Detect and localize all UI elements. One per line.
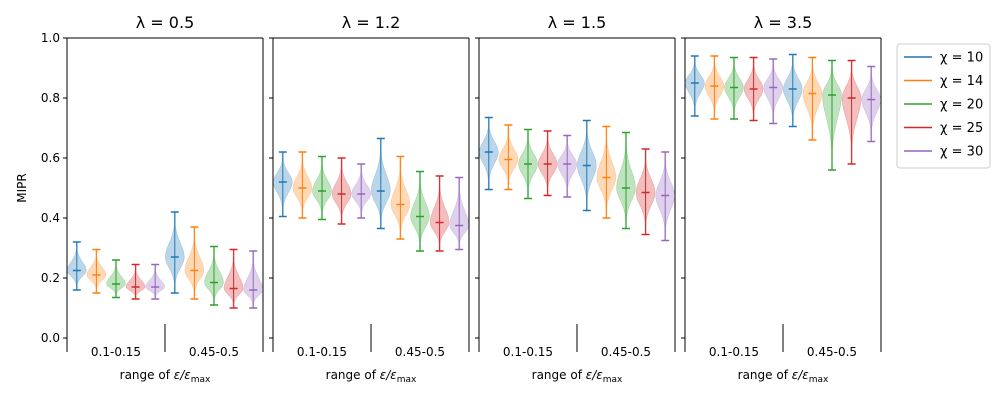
violin — [145, 263, 165, 300]
violin — [841, 59, 862, 165]
violin — [449, 176, 469, 251]
y-tick-label: 0.4 — [41, 211, 60, 225]
violin — [184, 226, 205, 300]
x-category-label: 0.1-0.15 — [297, 345, 347, 359]
violin — [724, 56, 744, 120]
x-category-label: 0.1-0.15 — [709, 345, 759, 359]
violin — [410, 170, 430, 252]
violin — [861, 65, 881, 143]
violin — [165, 211, 185, 294]
violin — [125, 263, 146, 300]
y-tick-label: 0.2 — [41, 271, 60, 285]
legend-label: χ = 25 — [940, 121, 983, 136]
violin — [802, 56, 823, 141]
x-category-label: 0.45-0.5 — [189, 345, 239, 359]
violin — [783, 53, 803, 128]
legend-label: χ = 30 — [940, 145, 983, 160]
violin — [67, 241, 87, 291]
x-category-label: 0.1-0.15 — [503, 345, 553, 359]
violin — [331, 157, 352, 225]
violin — [655, 151, 675, 242]
violin — [763, 58, 783, 125]
legend-item: χ = 25 — [904, 121, 983, 136]
violin — [390, 155, 411, 240]
violin — [243, 250, 263, 309]
violin — [106, 259, 126, 299]
violin — [635, 148, 656, 236]
violin — [429, 175, 450, 252]
violin — [685, 55, 705, 117]
panel-title: λ = 1.2 — [342, 13, 401, 32]
chart-panels: λ = 0.5 0.0 0.2 0.4 0.6 0.8 1.0 0.1-0.15 0.45-0.… — [41, 13, 882, 385]
violin — [204, 245, 224, 306]
violin — [371, 137, 391, 230]
y-tick-label: 1.0 — [41, 31, 60, 45]
violin — [351, 163, 371, 219]
legend-label: χ = 20 — [940, 98, 983, 113]
x-axis-label: range of ε/εmax — [532, 368, 623, 385]
violin — [312, 155, 332, 221]
panel-4: λ = 3.5 0.1-0.15 0.45-0.5 range of ε/εmax — [681, 13, 882, 385]
violin — [223, 248, 244, 309]
panel-title: λ = 3.5 — [754, 13, 813, 32]
x-axis-label: range of ε/εmax — [120, 368, 211, 385]
legend-label: χ = 14 — [940, 74, 983, 89]
legend-item: χ = 30 — [904, 145, 983, 160]
legend-label: χ = 10 — [940, 51, 983, 66]
legend-box — [896, 43, 991, 169]
violin — [479, 116, 499, 191]
legend-item: χ = 10 — [904, 51, 983, 66]
violin — [292, 151, 313, 219]
x-axis-label: range of ε/εmax — [326, 368, 417, 385]
violin — [743, 56, 764, 122]
x-category-label: 0.1-0.15 — [91, 345, 141, 359]
y-tick-label: 0.6 — [41, 151, 60, 165]
violin — [557, 134, 577, 198]
violin — [86, 248, 107, 294]
panel-title: λ = 1.5 — [548, 13, 607, 32]
panel-title: λ = 0.5 — [136, 13, 195, 32]
legend-item: χ = 14 — [904, 74, 983, 89]
violin — [616, 131, 636, 230]
y-tick-label: 0.8 — [41, 91, 60, 105]
x-category-label: 0.45-0.5 — [807, 345, 857, 359]
legend: χ = 10 χ = 14 χ = 20 χ = 25 χ = 30 — [896, 43, 991, 169]
violin — [273, 151, 293, 218]
legend-item: χ = 20 — [904, 98, 983, 113]
panel-3: λ = 1.5 0.1-0.15 0.45-0.5 range of ε/εmax — [475, 13, 676, 385]
violin — [822, 59, 842, 171]
violin — [704, 55, 725, 120]
x-category-label: 0.45-0.5 — [395, 345, 445, 359]
panel-2: λ = 1.2 0.1-0.15 0.45-0.5 range of ε/εmax — [269, 13, 470, 385]
panel-1: λ = 0.5 0.0 0.2 0.4 0.6 0.8 1.0 0.1-0.15 0.45-0.… — [41, 13, 264, 385]
x-axis-label: range of ε/εmax — [738, 368, 829, 385]
violin — [498, 124, 519, 191]
violin — [596, 125, 617, 219]
violin — [537, 130, 558, 197]
x-category-label: 0.45-0.5 — [601, 345, 651, 359]
violin — [518, 128, 538, 200]
y-tick-label: 0.0 — [41, 331, 60, 345]
y-axis-label: MIPR — [15, 173, 29, 202]
violin — [577, 119, 597, 212]
